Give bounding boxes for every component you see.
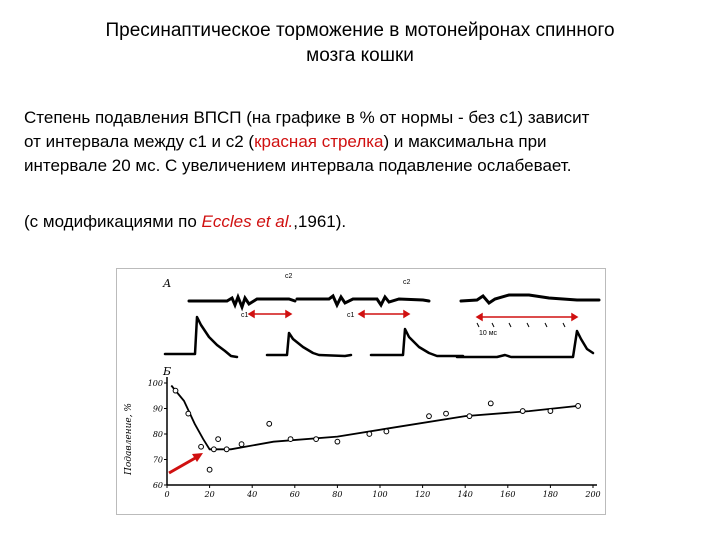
upper-trace-1 [187, 292, 297, 312]
data-point [313, 436, 320, 443]
y-tick-label: 60 [153, 481, 163, 490]
stim-ticks [476, 322, 566, 328]
arrow-head-right-2 [403, 309, 411, 319]
data-point [172, 387, 179, 394]
citation: (с модификациями по Eccles et al.,1961). [24, 210, 704, 234]
data-point [487, 400, 494, 407]
y-tick-label: 100 [148, 379, 163, 388]
arrow-head-right-3 [571, 312, 579, 322]
y-tick-label: 80 [153, 430, 163, 439]
x-tick-label: 40 [246, 490, 257, 499]
arrow-head-left-2 [357, 309, 365, 319]
data-point [287, 436, 294, 443]
body-line-1: Степень подавления ВПСП (на графике в % … [24, 108, 590, 127]
epsp-trace-1 [163, 315, 239, 359]
arrow-head-left-1 [247, 309, 255, 319]
upper-trace-2 [295, 293, 431, 309]
upper-trace-3 [459, 293, 601, 305]
panel-a-label: А [162, 277, 171, 290]
x-tick-label: 0 [164, 490, 169, 499]
citation-author: Eccles et al. [201, 212, 294, 231]
data-point [519, 408, 526, 414]
data-points [172, 387, 581, 473]
x-tick-label: 140 [458, 490, 473, 499]
x-ticks: 0 20 40 60 80 100 120 140 160 180 200 [164, 485, 601, 499]
description-paragraph: Степень подавления ВПСП (на графике в % … [24, 106, 704, 178]
title-line-1: Пресинаптическое торможение в мотонейрон… [105, 20, 615, 41]
c1-label-1: с1 [241, 312, 249, 319]
fit-curve [170, 384, 579, 451]
arrow-head-left-3 [475, 312, 483, 322]
data-point [223, 446, 230, 453]
y-axis-label: Подавление, % [124, 403, 134, 476]
citation-start: (с модификациями по [24, 212, 202, 231]
figure-svg: А с2 с2 с1 с1 10 мс [124, 273, 601, 499]
x-tick-label: 60 [290, 490, 300, 499]
data-point [443, 410, 449, 417]
data-point [383, 428, 390, 435]
c1-label-2: с1 [347, 312, 355, 319]
data-point [547, 408, 554, 414]
minimum-arrow [168, 455, 198, 475]
x-tick-label: 80 [332, 490, 342, 499]
data-point [198, 443, 204, 450]
c2-label-1: с2 [285, 273, 293, 280]
data-point [238, 441, 245, 448]
body-line-2-end: ) и максимальна при [383, 132, 547, 151]
data-point [266, 420, 273, 427]
figure-panel: А с2 с2 с1 с1 10 мс [116, 268, 606, 515]
red-arrow-mention: красная стрелка [254, 132, 384, 151]
slide-title: Пресинаптическое торможение в мотонейрон… [0, 18, 720, 68]
data-point [185, 410, 192, 417]
data-point [210, 446, 217, 453]
epsp-trace-2 [265, 331, 353, 358]
upper-traces [187, 292, 601, 312]
x-tick-label: 180 [543, 490, 558, 499]
x-tick-label: 120 [415, 490, 430, 499]
x-tick-label: 20 [204, 490, 215, 499]
interval-arrows [247, 309, 579, 322]
data-point [366, 431, 373, 437]
panel-b-label: Б [162, 365, 171, 378]
body-line-3: интервале 20 мс. С увеличением интервала… [24, 156, 572, 175]
y-tick-label: 90 [153, 405, 163, 414]
data-point [466, 413, 473, 420]
x-tick-label: 160 [500, 490, 515, 499]
minimum-arrow-head [192, 453, 203, 462]
x-tick-label: 100 [372, 490, 387, 499]
title-line-2: мозга кошки [306, 45, 414, 66]
c2-label-2: с2 [403, 279, 411, 286]
data-point [334, 438, 341, 445]
body-line-2: от интервала между с1 и с2 (красная стре… [24, 130, 704, 154]
data-point [575, 403, 581, 409]
data-point [215, 436, 222, 443]
x-tick-label: 200 [584, 490, 600, 499]
data-point [206, 466, 213, 473]
data-point [426, 413, 432, 420]
body-line-2-start: от интервала между с1 и с2 ( [24, 132, 255, 151]
scale-label: 10 мс [479, 330, 498, 337]
epsp-traces [163, 315, 595, 359]
citation-end: ,1961). [293, 212, 347, 231]
epsp-trace-4 [455, 329, 595, 359]
y-tick-label: 70 [153, 456, 163, 465]
arrow-head-right-1 [285, 309, 293, 319]
epsp-trace-3 [369, 327, 465, 358]
y-ticks: 60 70 80 90 100 [148, 379, 167, 490]
